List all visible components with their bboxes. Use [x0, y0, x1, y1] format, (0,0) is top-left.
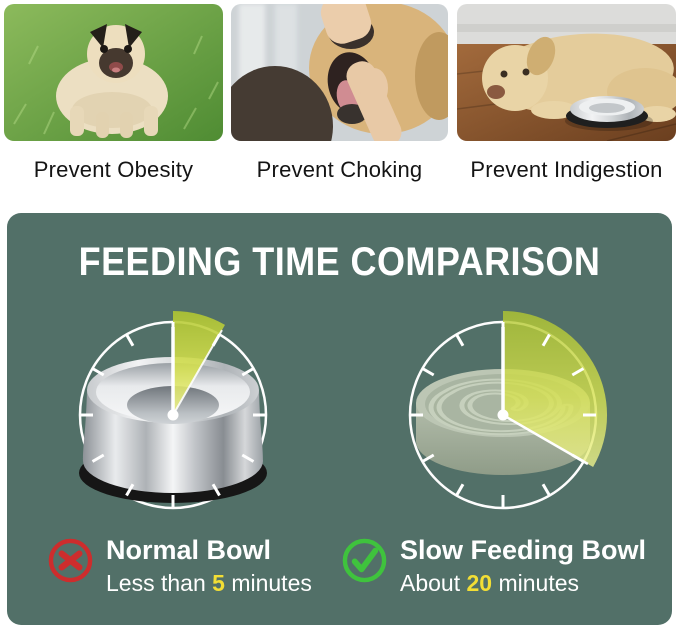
panel-title: FEEDING TIME COMPARISON — [78, 240, 601, 284]
clock-center-dot — [167, 409, 179, 421]
fat-pug-on-grass-photo — [4, 4, 223, 141]
benefit-photo-choking — [231, 4, 448, 141]
normal-bowl-duration: Less than 5 minutes — [106, 570, 312, 597]
clock-normal-bowl — [78, 311, 268, 510]
slow-feeding-bowl-label: Slow Feeding Bowl — [400, 535, 647, 565]
benefit-photo-obesity — [4, 4, 223, 141]
fat-pug — [56, 24, 168, 138]
labrador-lying-by-bowl-photo — [457, 4, 676, 141]
metal-bowl — [565, 96, 653, 131]
labrador-dog — [482, 33, 676, 122]
benefit-photo-indigestion — [457, 4, 676, 141]
time-wedge — [503, 311, 608, 467]
benefit-caption-obesity: Prevent Obesity — [33, 157, 194, 182]
person-hair — [231, 66, 333, 141]
normal-bowl-label: Normal Bowl — [106, 535, 272, 565]
wedge-edge — [502, 413, 589, 466]
slow-feeding-bowl-duration: About 20 minutes — [400, 570, 580, 597]
benefit-caption-choking: Prevent Choking — [256, 157, 423, 182]
duration-value: 20 — [466, 570, 493, 597]
time-wedge — [173, 311, 225, 415]
duration-value: 5 — [212, 570, 225, 597]
clock-slow-feeding-bowl — [408, 311, 608, 510]
person-hand — [320, 4, 402, 141]
wedge-edge — [172, 329, 223, 416]
slow-feeding-bowl-result: Slow Feeding Bowl About 20 minutes — [341, 535, 646, 597]
check-icon — [342, 538, 387, 583]
hand-checking-dog-mouth-photo — [231, 4, 448, 141]
normal-bowl-result: Normal Bowl Less than 5 minutes — [47, 535, 312, 597]
clock-center-dot — [497, 409, 509, 421]
x-icon — [48, 538, 93, 583]
comparison-panel: FEEDING TIME COMPARISON — [7, 213, 672, 625]
benefit-caption-indigestion: Prevent Indigestion — [470, 157, 663, 182]
